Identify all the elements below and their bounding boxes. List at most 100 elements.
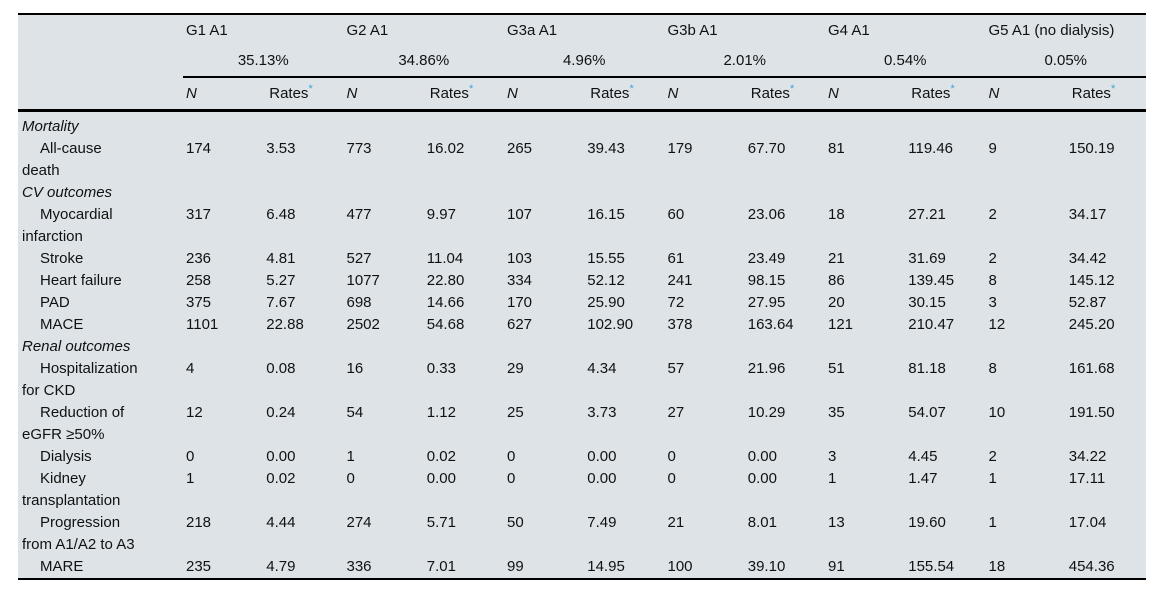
col-header-n: N — [183, 77, 264, 112]
n-value: 0 — [667, 448, 676, 465]
rate-value: 0.00 — [587, 470, 617, 487]
row-label-line: Kidney — [40, 470, 86, 487]
table-row: PAD 375 7.67 698 14.66 170 25.90 72 27.95 20 30.15… — [18, 292, 1146, 314]
row-label-line: Heart failure — [40, 272, 122, 289]
group-percent: 0.05% — [985, 45, 1146, 78]
rate-value: 23.06 — [747, 206, 786, 223]
table-body: Mortality All-cause death 174 3.53 773 16.02 26… — [18, 111, 1146, 580]
n-value: 13 — [828, 514, 845, 531]
rate-value: 0.00 — [426, 470, 456, 487]
table-row: All-cause death 174 3.53 773 16.02 265 39.43 179… — [18, 138, 1146, 182]
rate-value: 191.50 — [1068, 404, 1115, 421]
table-row: Myocardial infarction 317 6.48 477 9.97 107 16.… — [18, 204, 1146, 248]
rate-value: 54.68 — [426, 316, 465, 333]
rates-footnote-marker: * — [468, 83, 474, 95]
table-row: MACE 1101 22.88 2502 54.68 627 102.90 378 163.64… — [18, 314, 1146, 336]
rate-value: 145.12 — [1068, 272, 1115, 289]
col-header-rates: Rates* — [1065, 77, 1146, 112]
rate-value: 119.46 — [908, 140, 954, 157]
n-value: 2 — [988, 448, 997, 465]
subheader-row: N Rates* N Rates* N Rates* N Rates* N Rates* N Rate… — [18, 77, 1146, 112]
n-value: 0 — [186, 448, 195, 465]
n-value: 99 — [507, 558, 524, 575]
n-value: 27 — [667, 404, 685, 421]
row-label: Stroke — [18, 248, 183, 270]
n-value: 527 — [346, 250, 372, 267]
rate-value: 0.33 — [426, 360, 456, 377]
row-label-line: Dialysis — [40, 448, 92, 465]
row-label-line: Myocardial — [40, 206, 113, 223]
rates-footnote-marker: * — [950, 83, 955, 95]
group-header-row: G1 A1 G2 A1 G3a A1 G3b A1 G4 A1 G5 A1 (no dia… — [18, 14, 1146, 45]
rates-footnote-marker: * — [308, 83, 313, 95]
group-percent: 34.86% — [343, 45, 504, 78]
table-row: Reduction of eGFR ≥50% 12 0.24 54 1.12 25 3.73 2… — [18, 402, 1146, 446]
group-header: G2 A1 — [346, 21, 389, 39]
rates-footnote-marker: * — [789, 83, 795, 95]
outcomes-table-wrapper: G1 A1 G2 A1 G3a A1 G3b A1 G4 A1 G5 A1 (no dia… — [18, 13, 1146, 580]
n-value: 12 — [988, 316, 1006, 333]
row-label-line: MACE — [40, 316, 84, 333]
row-label-line: for CKD — [22, 382, 76, 399]
n-value: 3 — [988, 294, 997, 311]
row-label: PAD — [18, 292, 183, 314]
n-value: 0 — [667, 470, 676, 487]
rate-value: 16.02 — [426, 140, 465, 157]
row-label: MARE — [18, 556, 183, 579]
row-label-line: from A1/A2 to A3 — [22, 536, 135, 553]
n-value: 174 — [186, 140, 212, 157]
rate-value: 0.00 — [747, 448, 777, 465]
rate-value: 0.00 — [587, 448, 617, 465]
rate-value: 52.87 — [1068, 294, 1107, 311]
rate-value: 39.43 — [587, 140, 625, 157]
rate-value: 54.07 — [908, 404, 946, 421]
rate-value: 210.47 — [908, 316, 955, 333]
rate-value: 3.53 — [266, 140, 296, 157]
n-value: 1 — [988, 470, 997, 487]
n-value: 1077 — [346, 272, 380, 289]
table-row: Progression from A1/A2 to A3 218 4.44 274 5.7… — [18, 512, 1146, 556]
rate-value: 34.17 — [1068, 206, 1107, 223]
n-value: 3 — [828, 448, 837, 465]
n-value: 72 — [667, 294, 685, 311]
n-value: 0 — [346, 470, 355, 487]
table-row: MARE 235 4.79 336 7.01 99 14.95 100 39.10 91 155.5… — [18, 556, 1146, 579]
col-header-rates: Rates* — [263, 77, 344, 112]
group-header: G3b A1 — [667, 21, 718, 39]
rate-value: 16.15 — [587, 206, 625, 223]
rate-value: 15.55 — [587, 250, 625, 267]
rate-value: 39.10 — [747, 558, 786, 575]
rate-value: 0.24 — [266, 404, 296, 421]
rate-value: 27.21 — [908, 206, 946, 223]
rate-value: 102.90 — [587, 316, 634, 333]
col-header-n: N — [664, 77, 745, 112]
rate-value: 7.49 — [587, 514, 617, 531]
row-label-line: PAD — [40, 294, 70, 311]
rate-value: 161.68 — [1068, 360, 1115, 377]
rates-label: Rates — [911, 85, 951, 102]
row-label-line: transplantation — [22, 492, 121, 509]
section-label: Renal outcomes — [22, 338, 131, 355]
n-value: 1101 — [186, 316, 219, 333]
rate-value: 81.18 — [908, 360, 946, 377]
rate-value: 17.11 — [1068, 470, 1106, 487]
n-value: 170 — [507, 294, 533, 311]
group-header: G3a A1 — [507, 21, 558, 39]
n-value: 235 — [186, 558, 212, 575]
n-value: 0 — [507, 470, 516, 487]
n-value: 9 — [988, 140, 997, 157]
n-value: 179 — [667, 140, 693, 157]
row-label-line: Progression — [40, 514, 121, 531]
rate-value: 14.66 — [426, 294, 465, 311]
rate-value: 0.00 — [266, 448, 296, 465]
section-label: CV outcomes — [22, 184, 113, 201]
col-header-n: N — [504, 77, 585, 112]
ckd-outcomes-table: G1 A1 G2 A1 G3a A1 G3b A1 G4 A1 G5 A1 (no dia… — [18, 13, 1146, 580]
rate-value: 454.36 — [1068, 558, 1115, 575]
rate-value: 4.81 — [266, 250, 296, 267]
section-label: Mortality — [22, 118, 79, 135]
row-label: Hospitalization for CKD — [18, 358, 183, 402]
n-value: 773 — [346, 140, 372, 157]
corner-cell — [18, 14, 183, 45]
group-header: G1 A1 — [186, 21, 228, 39]
